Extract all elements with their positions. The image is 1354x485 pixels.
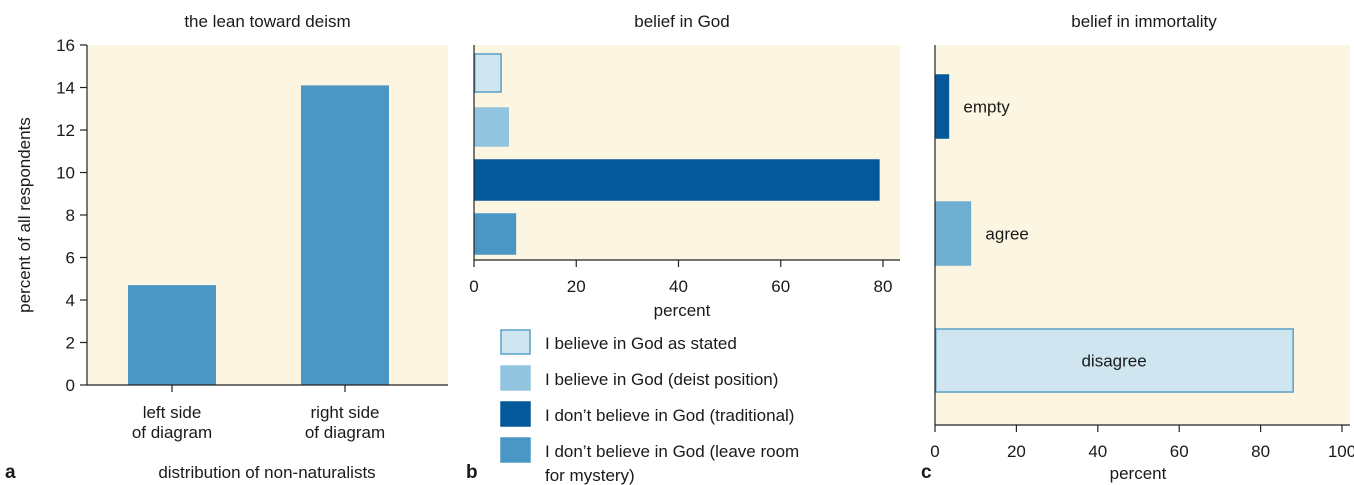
x-axis-label: percent: [654, 301, 711, 320]
chart-title: the lean toward deism: [184, 12, 350, 31]
y-tick-label: 10: [56, 164, 75, 183]
bar: [474, 159, 880, 201]
y-tick-label: 16: [56, 36, 75, 55]
y-axis-label: percent of all respondents: [15, 117, 34, 313]
legend-label: I don’t believe in God (leave room for my…: [545, 442, 799, 485]
panel-letter: a: [5, 462, 16, 483]
bar: [474, 107, 510, 147]
bar: [935, 328, 1294, 393]
y-tick-label: 2: [66, 334, 75, 353]
x-tick-label: 80: [874, 277, 893, 296]
x-tick-label: 20: [1007, 442, 1026, 461]
bar: [935, 74, 950, 139]
legend-swatch: [500, 329, 531, 355]
panel-c-horizontal-bar-chart: belief in immortality empty agree disagree 0…: [921, 12, 1354, 483]
legend-label: I don’t believe in God (traditional): [545, 406, 794, 425]
bar-label: empty: [963, 98, 1010, 117]
bar: [474, 213, 517, 255]
bar: [474, 53, 502, 93]
y-tick-label: 6: [66, 249, 75, 268]
panel-b-horizontal-bar-chart: belief in God 0 20 40 60 80 percent I believe i…: [466, 12, 900, 485]
bar: [128, 285, 216, 385]
x-tick-label: 60: [1170, 442, 1189, 461]
x-axis-label: distribution of non-naturalists: [158, 463, 375, 482]
y-tick-label: 0: [66, 376, 75, 395]
legend-label: I believe in God as stated: [545, 334, 737, 353]
y-tick-label: 12: [56, 121, 75, 140]
bar-label: disagree: [1081, 352, 1146, 371]
x-tick-label: 40: [1088, 442, 1107, 461]
plot-background: [474, 45, 900, 260]
x-tick-label: 0: [469, 277, 478, 296]
bar-label: agree: [985, 225, 1028, 244]
chart-title: belief in God: [634, 12, 729, 31]
panel-a-bar-chart: the lean toward deism left side of diagram…: [5, 12, 448, 483]
bar: [301, 85, 389, 385]
chart-title: belief in immortality: [1071, 12, 1217, 31]
legend-swatch: [500, 401, 531, 427]
x-tick-label: right side of diagram: [305, 403, 385, 442]
legend-swatch: [500, 437, 531, 463]
x-axis-label: percent: [1110, 464, 1167, 483]
y-tick-label: 4: [66, 291, 75, 310]
x-tick-label: 100: [1328, 442, 1354, 461]
legend-label: I believe in God (deist position): [545, 370, 778, 389]
panel-letter: b: [466, 462, 478, 483]
y-tick-label: 8: [66, 206, 75, 225]
x-tick-label: 20: [567, 277, 586, 296]
legend-swatch: [500, 365, 531, 391]
x-tick-label: 0: [930, 442, 939, 461]
x-tick-label: 40: [669, 277, 688, 296]
y-tick-label: 14: [56, 79, 75, 98]
panel-letter: c: [921, 462, 932, 483]
x-tick-label: 60: [771, 277, 790, 296]
bar: [935, 201, 972, 266]
x-tick-label: 80: [1251, 442, 1270, 461]
x-tick-label: left side of diagram: [132, 403, 212, 442]
